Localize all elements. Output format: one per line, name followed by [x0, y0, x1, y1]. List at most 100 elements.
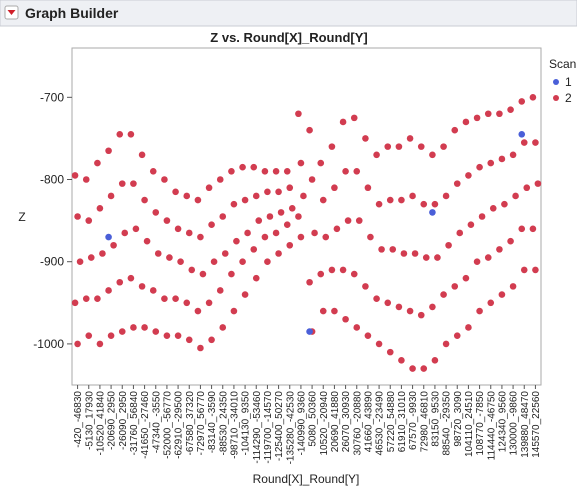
x-tick-label: 88540_-29350	[442, 391, 453, 456]
y-tick-label: -800	[40, 173, 64, 187]
data-point	[306, 328, 313, 335]
data-point	[373, 295, 380, 302]
data-point	[306, 126, 313, 134]
x-tick-label: 41660_43890	[363, 391, 374, 453]
plot-frame	[71, 47, 542, 386]
data-point	[487, 159, 495, 167]
data-point	[367, 233, 374, 241]
x-tick-label: 5080_50360	[308, 391, 319, 447]
x-tick-label: 26070_30930	[341, 391, 352, 453]
x-tick-label: 83150_9530	[430, 391, 441, 447]
data-point	[331, 307, 338, 315]
data-point	[74, 213, 81, 220]
data-point	[373, 151, 380, 159]
data-point	[185, 336, 193, 344]
data-point	[219, 324, 227, 331]
x-tick-label: -26090_2950	[118, 391, 129, 450]
data-point	[532, 266, 539, 274]
data-point	[496, 246, 503, 253]
data-point	[355, 217, 363, 224]
x-tick-label: -5130_17930	[84, 391, 95, 450]
data-point	[266, 213, 274, 220]
data-point	[384, 143, 392, 150]
data-point	[364, 184, 372, 192]
data-point	[398, 357, 405, 364]
legend-title: Scan	[549, 57, 576, 71]
data-point	[96, 340, 104, 348]
x-tick-label: 10520_-20940	[319, 391, 330, 456]
data-point	[350, 114, 358, 122]
data-point	[87, 254, 95, 261]
x-tick-label: -125400_50270	[274, 391, 285, 462]
data-point	[364, 332, 372, 339]
data-point	[161, 295, 168, 302]
data-point	[71, 299, 79, 307]
x-tick-label: -10520_41840	[95, 391, 106, 456]
data-point	[208, 336, 215, 344]
data-point	[476, 307, 483, 315]
data-point	[141, 324, 148, 331]
data-point	[288, 204, 296, 212]
data-point	[255, 217, 263, 224]
menu-triangle	[7, 10, 16, 15]
data-point	[484, 110, 492, 118]
data-point	[429, 209, 436, 216]
y-tick-label: -700	[40, 90, 64, 104]
data-point	[264, 188, 271, 196]
data-point	[172, 295, 179, 302]
x-tick-label: 46530_-23490	[375, 391, 386, 456]
data-point	[85, 217, 93, 224]
data-point	[94, 295, 101, 302]
data-point	[342, 315, 349, 323]
x-tick-label: -20690_2950	[107, 391, 118, 450]
x-tick-label: -83140_-3590	[207, 391, 218, 454]
data-point	[498, 291, 506, 298]
data-point	[489, 204, 497, 212]
data-point	[386, 348, 394, 356]
x-tick-label: -119700_-14570	[263, 391, 274, 464]
data-point	[431, 357, 439, 364]
data-point	[110, 241, 117, 249]
data-point	[183, 192, 191, 200]
data-point	[188, 266, 196, 274]
data-point	[295, 213, 302, 220]
data-point	[362, 135, 369, 142]
data-point	[467, 221, 475, 229]
data-point	[520, 266, 528, 274]
data-point	[118, 180, 126, 187]
data-point	[185, 229, 193, 237]
data-point	[453, 332, 461, 339]
legend-marker	[553, 79, 559, 85]
data-point	[534, 180, 542, 187]
data-point	[478, 213, 486, 220]
data-point	[462, 118, 470, 126]
data-point	[445, 241, 452, 249]
data-point	[440, 143, 447, 150]
data-point	[362, 283, 369, 290]
data-point	[532, 139, 539, 146]
data-point	[420, 200, 428, 208]
x-tick-label: 130000_-9860	[509, 391, 520, 456]
y-axis-label: Z	[18, 210, 25, 224]
data-point	[241, 196, 249, 204]
data-point	[507, 106, 514, 113]
data-point	[484, 254, 492, 261]
data-point	[105, 233, 112, 241]
data-point	[275, 188, 282, 196]
data-point	[317, 159, 325, 167]
data-point	[228, 167, 235, 175]
x-tick-label: 108770_-7850	[475, 391, 486, 456]
data-point	[317, 270, 325, 278]
data-point	[161, 176, 168, 183]
data-point	[395, 143, 403, 150]
x-tick-label: -31760_56840	[129, 391, 140, 456]
data-point	[174, 332, 182, 339]
data-point	[241, 291, 249, 298]
data-point	[328, 143, 336, 150]
data-point	[333, 225, 341, 233]
x-tick-label: 124340_9560	[497, 391, 508, 453]
data-point	[252, 192, 260, 200]
x-tick-label: -67580_37320	[185, 391, 196, 456]
data-point	[252, 274, 260, 282]
